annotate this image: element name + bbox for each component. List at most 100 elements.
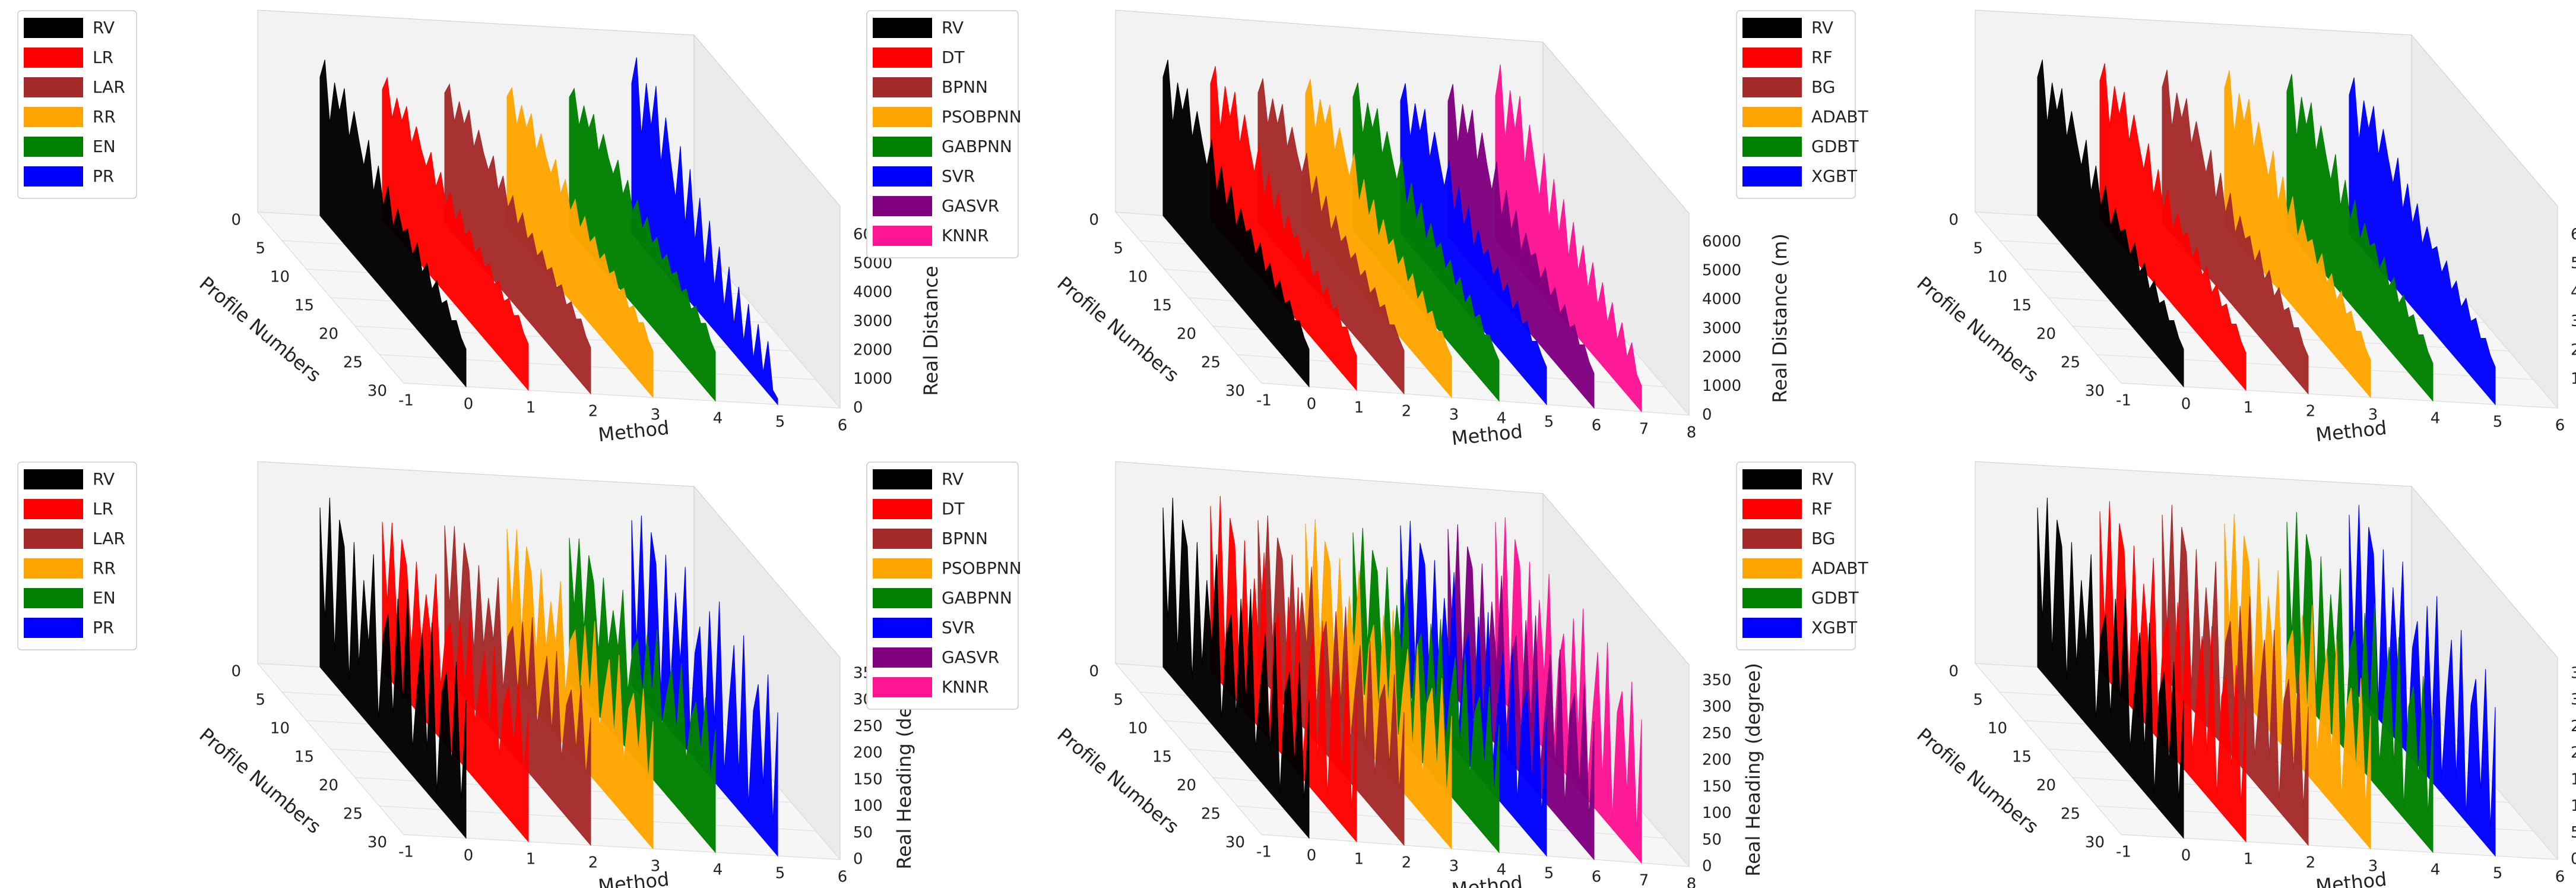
- z-tick-label: 50: [853, 824, 873, 842]
- legend-swatch-adabt: [1742, 558, 1802, 579]
- legend-label-rr: RR: [93, 558, 116, 578]
- method-tick-label: 4: [713, 410, 723, 428]
- profile-tick-label: 10: [1988, 720, 2007, 738]
- legend-swatch-gabpnn: [873, 588, 932, 608]
- legend-swatch-adabt: [1742, 107, 1802, 127]
- legend-label-svr: SVR: [942, 166, 975, 186]
- method-tick-label: 4: [713, 861, 723, 879]
- series-area-knnr: [1495, 64, 1642, 413]
- legend-label-bpnn: BPNN: [942, 77, 988, 97]
- profile-tick-label: 15: [2012, 297, 2032, 315]
- legend-swatch-rf: [1742, 48, 1802, 68]
- profile-tick-label: 10: [270, 720, 290, 738]
- legend-label-knnr: KNNR: [942, 677, 989, 697]
- series-area-knnr: [1495, 517, 1642, 864]
- series-area-psobpnn: [1305, 519, 1452, 850]
- floor-gridline: [257, 211, 404, 384]
- series-area-bpnn: [1257, 78, 1405, 395]
- z-tick-label: 200: [1702, 751, 1732, 769]
- series-area-gabpnn: [1352, 83, 1500, 402]
- legend-label-bg: BG: [1811, 529, 1835, 548]
- z-tick-label: 3000: [1702, 320, 1741, 337]
- method-tick-label: 0: [464, 847, 474, 865]
- z-tick-label: 50: [1702, 831, 1722, 849]
- method-tick-label: 2: [1402, 403, 1412, 421]
- method-tick-label: 3: [651, 858, 661, 876]
- method-axis-label: Method: [1450, 871, 1523, 888]
- z-tick-label: 4000: [853, 283, 892, 301]
- z-axis-label: Real Heading (degree): [1742, 663, 1764, 877]
- legend-swatch-bg: [1742, 77, 1802, 97]
- method-tick-label: -1: [2116, 392, 2131, 410]
- method-tick-label: 6: [1592, 417, 1602, 435]
- method-tick-label: 7: [1639, 872, 1649, 888]
- profile-tick-label: 30: [2085, 383, 2105, 400]
- series-area-rv: [1162, 59, 1310, 388]
- legend-label-en: EN: [93, 137, 116, 156]
- series-area-xgbt: [2349, 77, 2496, 406]
- method-tick-label: 8: [1687, 876, 1697, 888]
- series-area-lar: [444, 525, 591, 846]
- method-tick-label: 5: [2493, 413, 2503, 431]
- z-tick-label: 50: [2571, 824, 2576, 842]
- method-tick-label: 0: [2181, 396, 2191, 413]
- z-tick-label: 200: [2571, 744, 2576, 762]
- method-tick-label: 2: [2306, 403, 2316, 421]
- series-area-gasvr: [1447, 84, 1595, 409]
- legend-swatch-gdbt: [1742, 137, 1802, 157]
- profile-tick-label: 20: [2036, 326, 2056, 343]
- profile-tick-label: 20: [1177, 326, 1196, 343]
- legend-label-rr: RR: [93, 107, 116, 127]
- floor-gridline: [2121, 383, 2558, 409]
- legend-label-rv: RV: [93, 18, 115, 37]
- profile-tick-label: 15: [294, 748, 314, 766]
- method-tick-label: 6: [838, 417, 848, 435]
- floor-gridline: [1261, 383, 1690, 416]
- method-tick-label: 4: [2431, 410, 2441, 428]
- z-tick-label: 200: [853, 744, 883, 762]
- legend-swatch-xgbt: [1742, 166, 1802, 187]
- method-tick-label: 2: [588, 403, 598, 421]
- legend-label-bg: BG: [1811, 77, 1835, 97]
- legend-label-gdbt: GDBT: [1811, 137, 1859, 156]
- legend-swatch-lar: [24, 529, 83, 549]
- legend-swatch-dt: [873, 48, 932, 68]
- method-tick-label: 1: [1354, 851, 1364, 868]
- series-area-lar: [444, 83, 591, 395]
- method-tick-label: -1: [398, 392, 414, 410]
- z-tick-label: 150: [2571, 770, 2576, 788]
- profile-tick-label: 25: [343, 805, 363, 823]
- profile-tick-label: 5: [255, 240, 265, 258]
- legend-label-gdbt: GDBT: [1811, 588, 1859, 608]
- legend-label-lar: LAR: [93, 529, 125, 548]
- profile-tick-label: 30: [367, 383, 387, 400]
- profile-tick-label: 10: [1128, 268, 1148, 286]
- method-tick-label: 0: [464, 396, 474, 413]
- legend-swatch-rf: [1742, 499, 1802, 519]
- z-tick-label: 350: [1702, 671, 1732, 689]
- profile-tick-label: 5: [1973, 691, 1983, 709]
- z-tick-label: 0: [853, 399, 863, 417]
- method-tick-label: 2: [588, 854, 598, 872]
- z-tick-label: 150: [1702, 778, 1732, 795]
- floor-gridline: [257, 663, 404, 835]
- legend-swatch-rv: [24, 18, 83, 38]
- floor-gridline: [1115, 211, 1262, 384]
- z-tick-label: 0: [853, 851, 863, 868]
- method-tick-label: 5: [2493, 865, 2503, 883]
- legend-label-rv: RV: [1811, 469, 1833, 489]
- legend-label-knnr: KNNR: [942, 226, 989, 245]
- legend-label-en: EN: [93, 588, 116, 608]
- legend-swatch-rr: [24, 107, 83, 127]
- series-area-bg: [2162, 504, 2309, 846]
- legend-swatch-pr: [24, 618, 83, 638]
- legend-swatch-rv: [873, 18, 932, 38]
- z-tick-label: 350: [2571, 664, 2576, 682]
- z-tick-label: 2000: [2571, 341, 2576, 359]
- series-area-bg: [2162, 69, 2309, 395]
- z-tick-label: 150: [853, 770, 883, 788]
- profile-tick-label: 25: [2061, 354, 2080, 372]
- series-area-dt: [1210, 495, 1357, 843]
- profile-tick-label: 25: [2061, 805, 2080, 823]
